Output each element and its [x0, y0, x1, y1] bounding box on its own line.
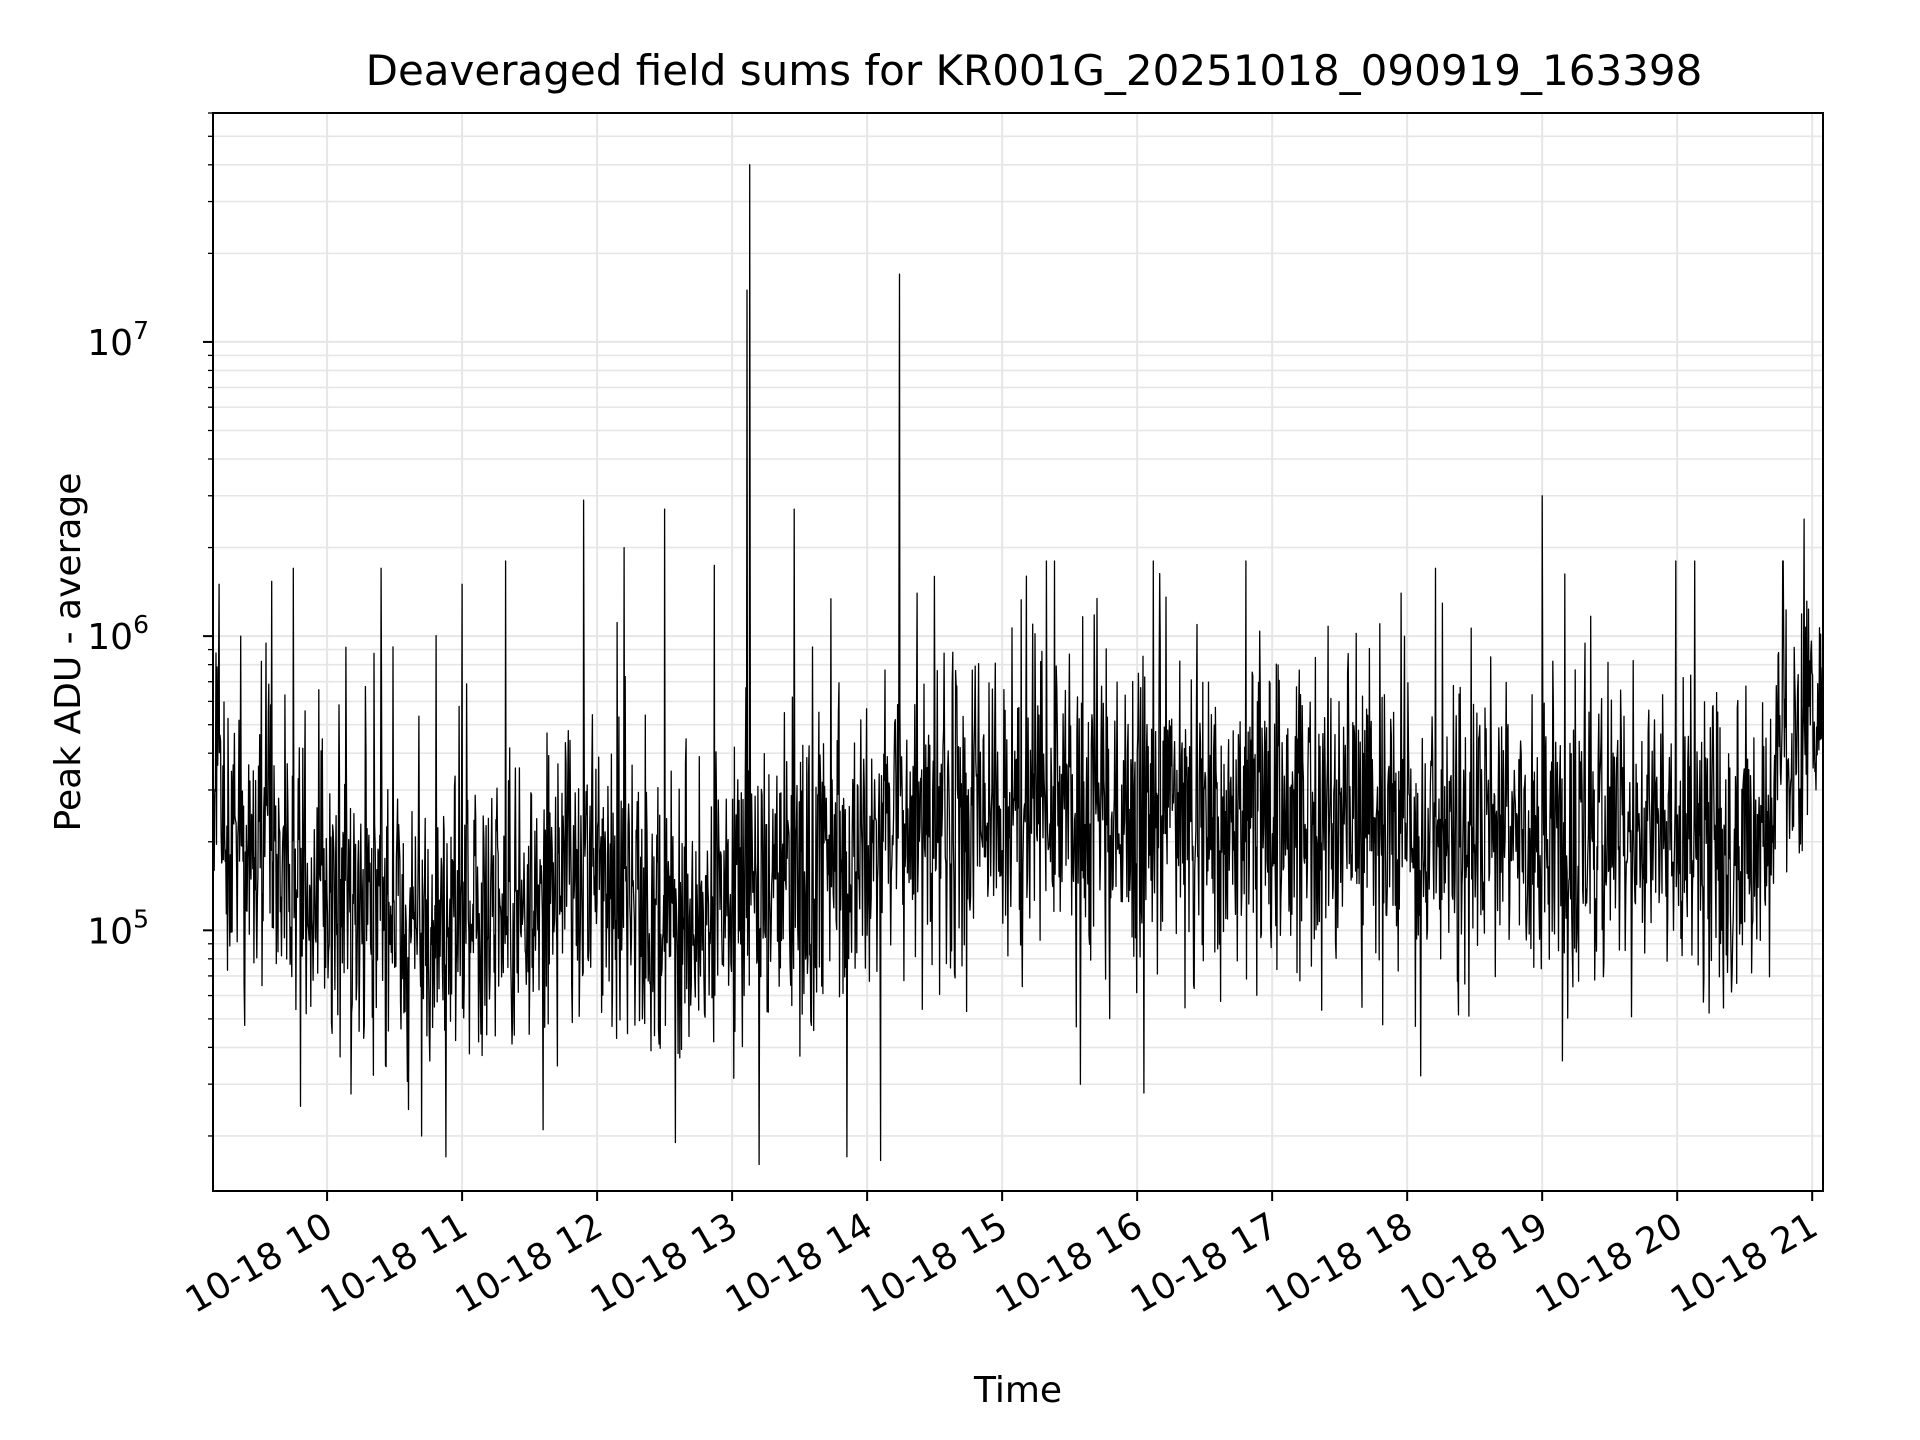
chart-title: Deaveraged field sums for KR001G_2025101…: [366, 46, 1703, 95]
y-tick-label: 106: [87, 610, 149, 658]
y-tick-label: 107: [87, 316, 149, 364]
y-tick-label: 105: [87, 904, 149, 952]
data-series: [213, 164, 1823, 1166]
y-axis-label: Peak ADU - average: [48, 473, 89, 832]
x-axis-label: Time: [973, 1370, 1062, 1411]
series-line: [213, 164, 1823, 1166]
plot-frame: [212, 112, 1824, 1192]
y-axis: 105 106 107: [87, 112, 213, 1137]
